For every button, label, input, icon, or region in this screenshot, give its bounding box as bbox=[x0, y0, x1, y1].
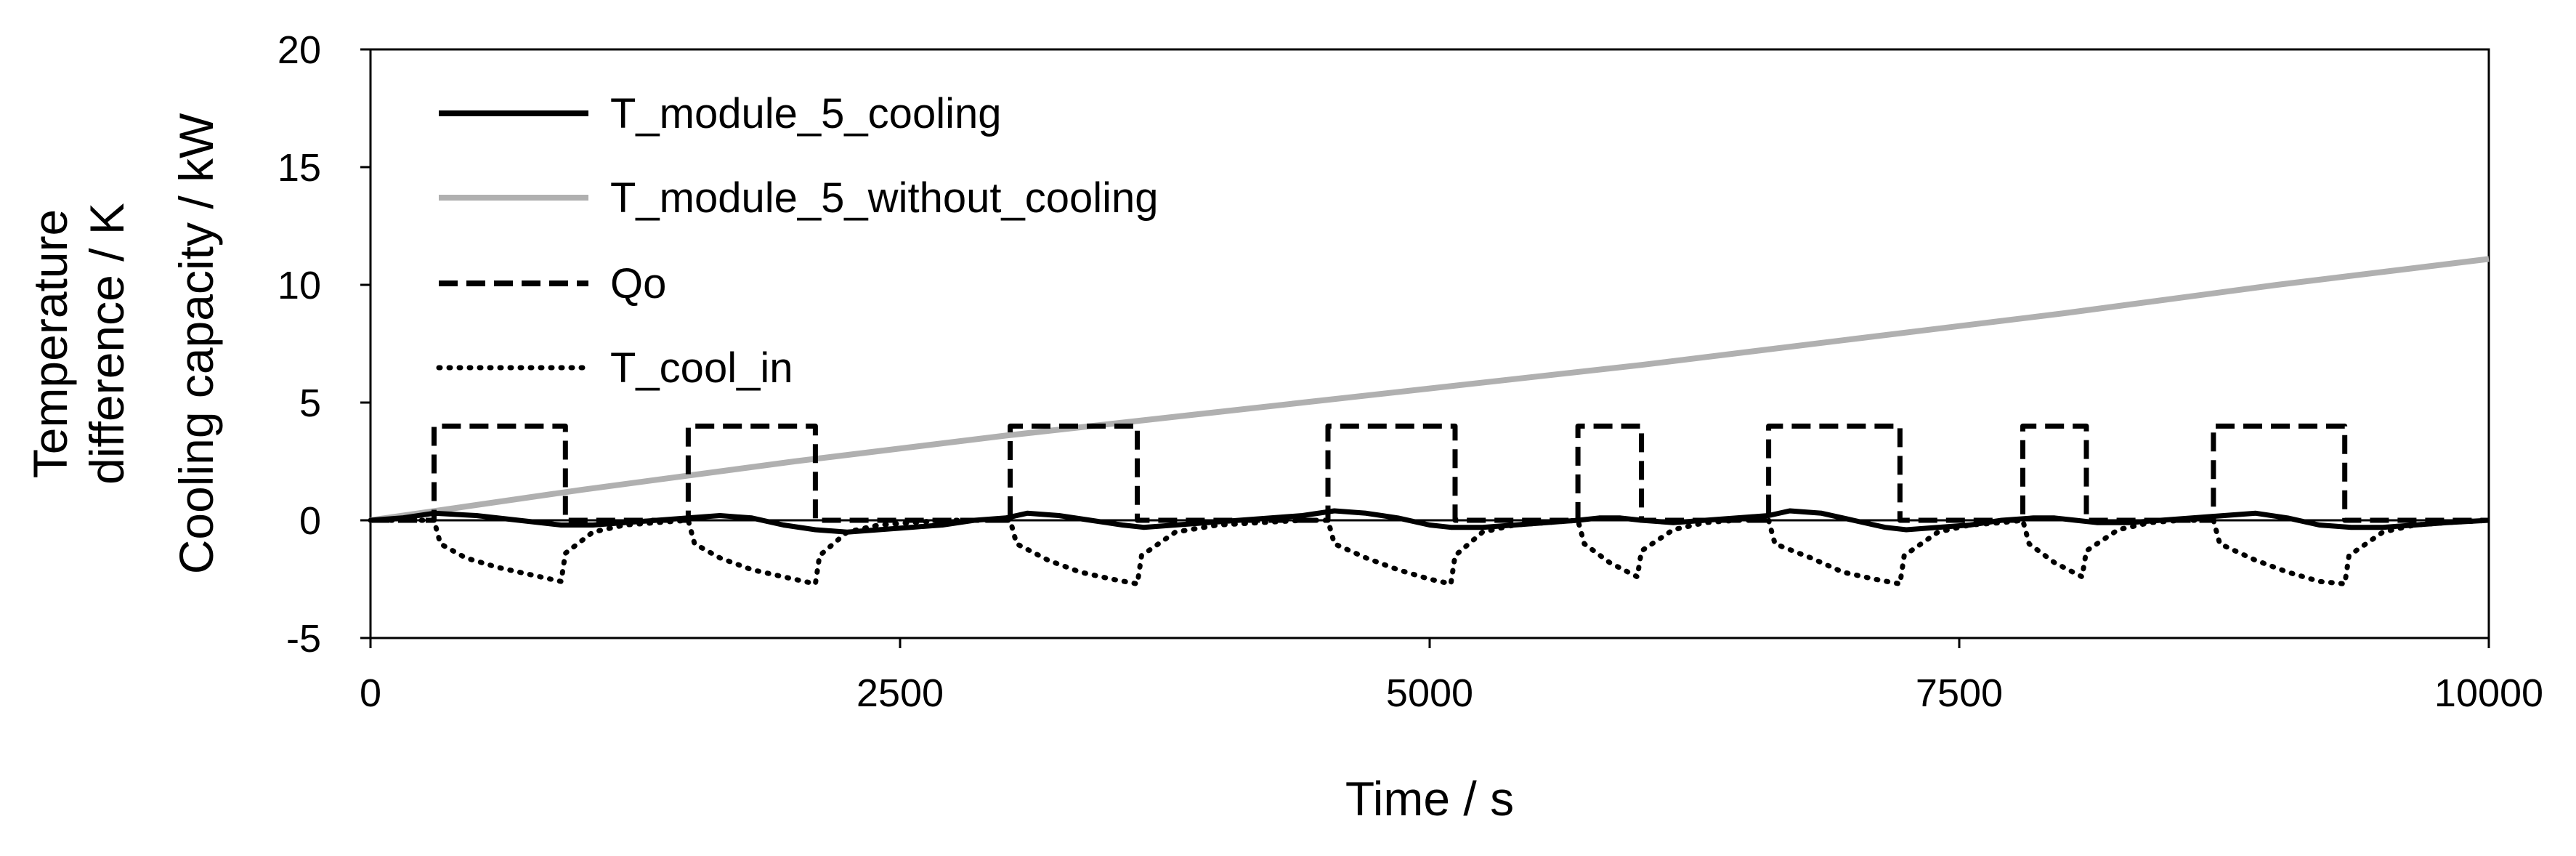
y-tick-label: 20 bbox=[278, 28, 321, 72]
y-axis-label-line-2: difference / K bbox=[80, 203, 134, 485]
y-tick-label: -5 bbox=[286, 617, 321, 661]
legend-label-qo: Qo bbox=[610, 260, 666, 307]
legend-label-without-cooling: T_module_5_without_cooling bbox=[610, 174, 1159, 222]
x-tick-label: 5000 bbox=[1386, 671, 1473, 715]
y-axis-ticks: 20 15 10 5 0 -5 bbox=[278, 28, 370, 661]
y-tick-label: 10 bbox=[278, 264, 321, 307]
series-line-t-cool-in bbox=[368, 517, 2492, 586]
x-axis-label: Time / s bbox=[1345, 772, 1514, 825]
x-tick-label: 10000 bbox=[2434, 671, 2543, 715]
y-tick-label: 15 bbox=[278, 146, 321, 190]
y-axis-label-line-3: Cooling capacity / kW bbox=[169, 113, 223, 574]
x-tick-label: 7500 bbox=[1916, 671, 2003, 715]
y-tick-label: 5 bbox=[299, 381, 321, 425]
x-axis-ticks: 0 2500 5000 7500 10000 bbox=[360, 638, 2543, 715]
legend-label-t-cool-in: T_cool_in bbox=[610, 344, 793, 392]
series-line-t-module-5-cooling bbox=[370, 508, 2490, 535]
plot-area bbox=[369, 48, 2490, 639]
series-line-t-module-5-without-cooling bbox=[370, 256, 2490, 523]
legend: T_module_5_cooling T_module_5_without_co… bbox=[436, 90, 1159, 392]
y-tick-label: 0 bbox=[299, 499, 321, 543]
y-axis-label-line-1: Temperature bbox=[23, 209, 77, 479]
series-line-qo bbox=[370, 423, 2489, 523]
legend-label-cooling: T_module_5_cooling bbox=[610, 90, 1001, 137]
x-tick-label: 2500 bbox=[856, 671, 944, 715]
series-group bbox=[368, 256, 2492, 586]
x-tick-label: 0 bbox=[360, 671, 381, 715]
